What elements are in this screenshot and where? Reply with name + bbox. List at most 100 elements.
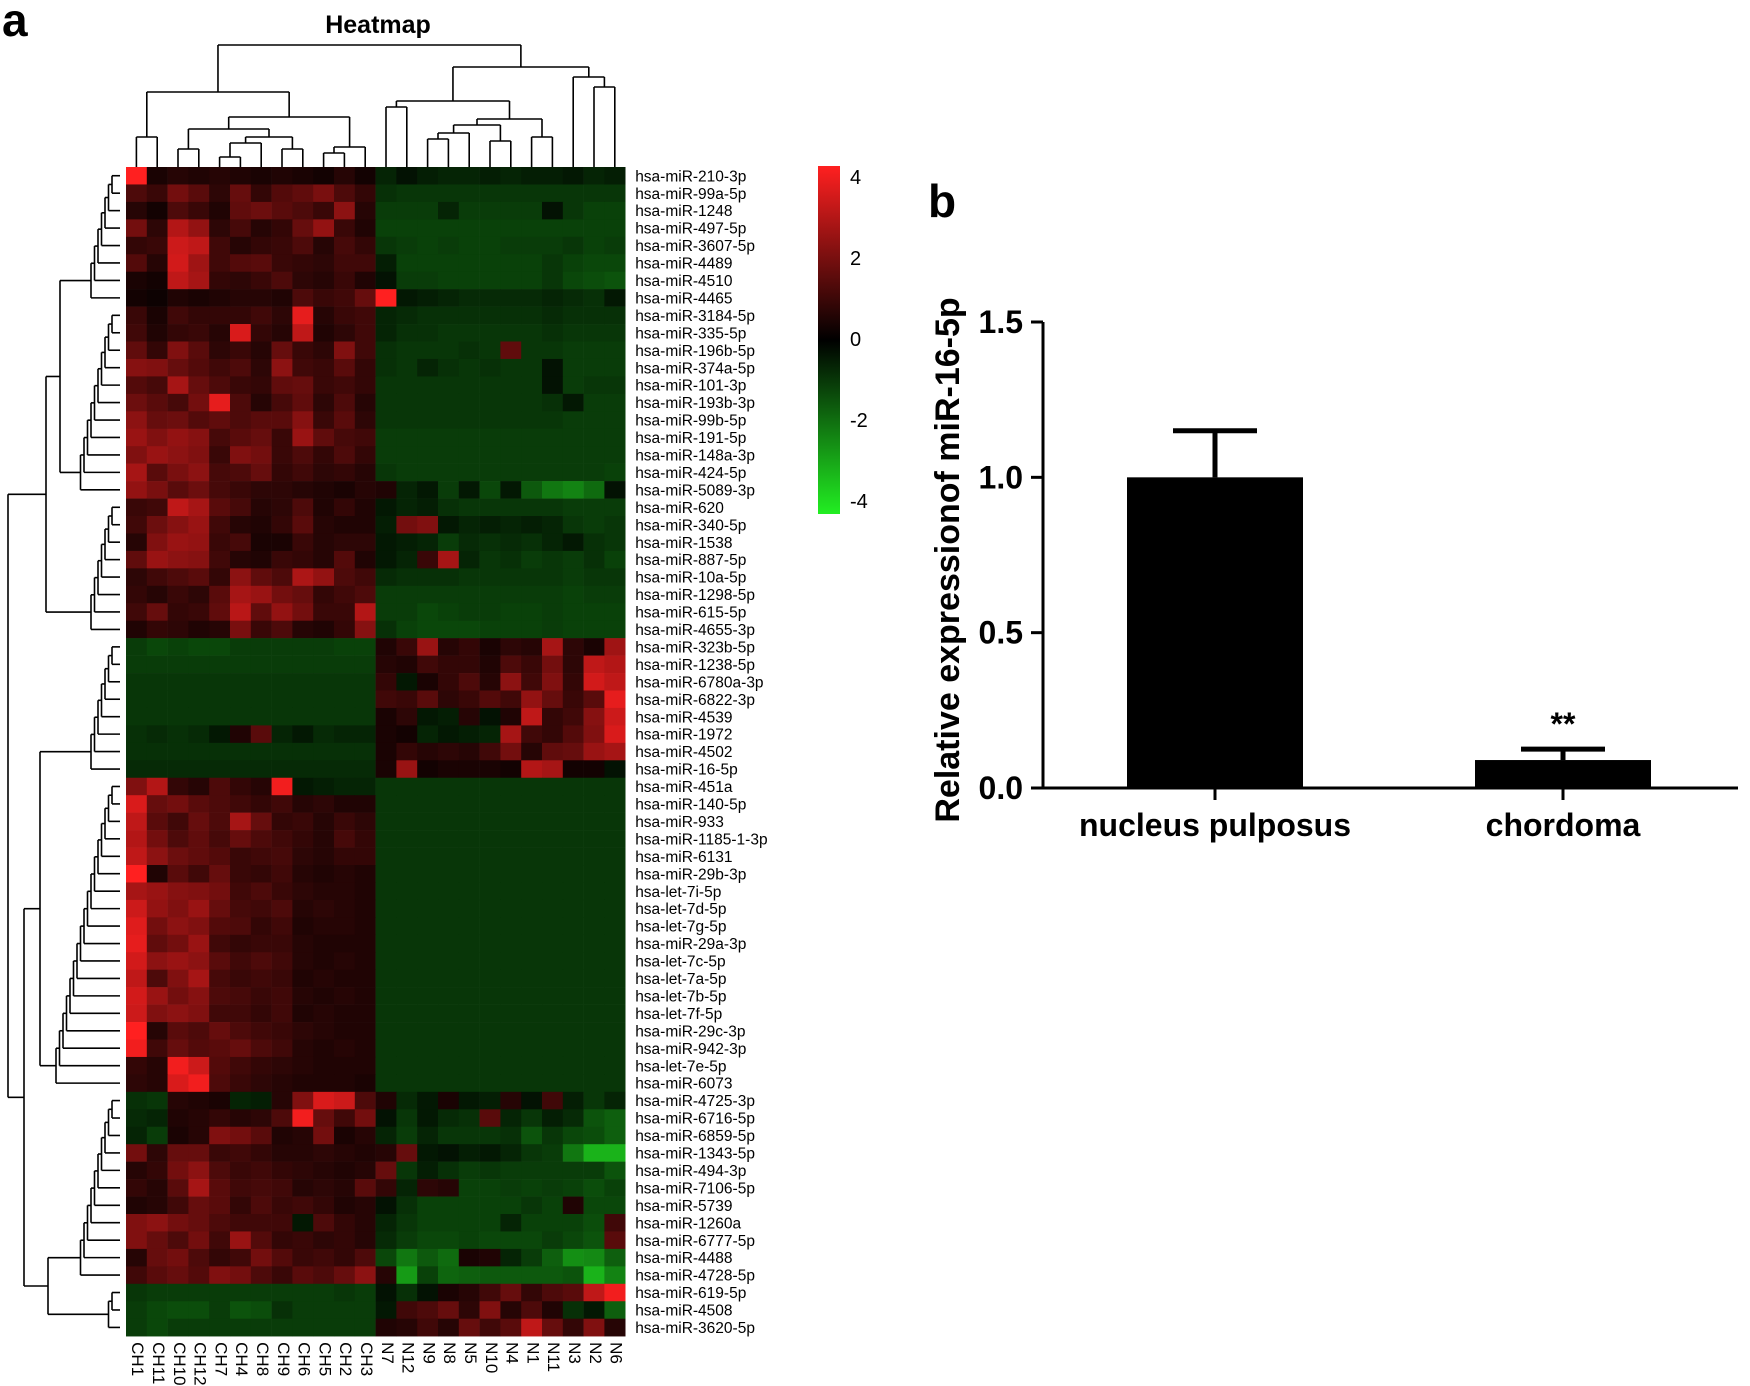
heatmap-cell — [604, 393, 626, 412]
heatmap-cell — [334, 184, 356, 203]
heatmap-cell — [146, 987, 168, 1005]
heatmap-cell — [146, 463, 168, 482]
heatmap-cell — [583, 1004, 605, 1023]
heatmap-cell — [126, 550, 148, 569]
heatmap-cell — [583, 638, 605, 656]
heatmap-cell — [313, 446, 335, 464]
heatmap-cell — [417, 1022, 439, 1040]
heatmap-cell — [334, 690, 356, 709]
heatmap-cell — [354, 289, 376, 307]
heatmap-cell — [313, 1022, 335, 1040]
heatmap-cell — [479, 1248, 501, 1267]
heatmap-cell — [250, 899, 272, 918]
heatmap-cell — [230, 585, 252, 604]
heatmap-cell — [542, 1283, 564, 1302]
heatmap-cell — [542, 1022, 564, 1040]
heatmap-cell — [146, 1022, 168, 1040]
heatmap-cell — [604, 603, 626, 621]
heatmap-cell — [167, 1109, 189, 1128]
heatmap-cell — [375, 917, 397, 936]
heatmap-cell — [271, 324, 293, 342]
heatmap-cell — [396, 376, 418, 395]
heatmap-cell — [230, 516, 252, 534]
heatmap-cell — [521, 219, 543, 238]
heatmap-cell — [209, 219, 231, 238]
heatmap-cell — [521, 830, 543, 848]
heatmap-cell — [604, 1091, 626, 1110]
heatmap-cell — [604, 673, 626, 691]
heatmap-cell — [250, 1091, 272, 1110]
column-labels: CH1 CH11 CH10 CH12 CH7 CH4 CH8 CH9 CH6 CH5 CH2 CH3 N… — [128, 1342, 625, 1385]
heatmap-cell — [146, 1301, 168, 1319]
heatmap-cell — [292, 830, 314, 848]
row-label: hsa-miR-16-5p — [635, 762, 738, 779]
heatmap-cell — [313, 1091, 335, 1110]
heatmap-cell — [583, 1248, 605, 1267]
heatmap-cell — [375, 655, 397, 674]
heatmap-cell — [209, 516, 231, 534]
heatmap-cell — [500, 498, 522, 517]
heatmap-cell — [292, 1301, 314, 1319]
heatmap-cell — [126, 376, 148, 395]
heatmap-cell — [417, 1144, 439, 1162]
heatmap-cell — [230, 533, 252, 552]
column-dendrogram — [135, 44, 616, 167]
heatmap-cell — [126, 1056, 148, 1075]
heatmap-cell — [271, 1161, 293, 1180]
heatmap-cell — [438, 655, 460, 674]
heatmap-cell — [562, 1056, 584, 1075]
heatmap-cell — [542, 882, 564, 901]
heatmap-cell — [209, 1039, 231, 1058]
heatmap-cell — [209, 1109, 231, 1128]
row-label: hsa-miR-4488 — [635, 1250, 732, 1267]
heatmap-cell — [479, 707, 501, 726]
heatmap-cell — [458, 812, 480, 831]
row-label: hsa-miR-140-5p — [635, 797, 746, 814]
heatmap-cell — [354, 358, 376, 377]
heatmap-cell — [354, 306, 376, 325]
row-label: hsa-let-7f-5p — [635, 1006, 722, 1023]
heatmap-cell — [458, 271, 480, 290]
heatmap-cell — [438, 271, 460, 290]
heatmap-cell — [604, 847, 626, 866]
heatmap-cell — [334, 987, 356, 1005]
heatmap-cell — [542, 742, 564, 761]
heatmap-cell — [479, 865, 501, 883]
heatmap-cell — [375, 254, 397, 272]
heatmap-cell — [334, 1144, 356, 1162]
heatmap-cell — [334, 969, 356, 988]
heatmap-cell — [292, 655, 314, 674]
heatmap-cell — [542, 236, 564, 255]
heatmap-cell — [479, 882, 501, 901]
heatmap-cell — [167, 568, 189, 587]
heatmap-cell — [417, 830, 439, 848]
heatmap-cell — [458, 1074, 480, 1093]
heatmap-cell — [354, 1004, 376, 1023]
heatmap-cell — [250, 585, 272, 604]
heatmap-cell — [250, 219, 272, 238]
heatmap-cell — [604, 812, 626, 831]
heatmap-cell — [354, 603, 376, 621]
heatmap-cell — [354, 1301, 376, 1319]
heatmap-cell — [562, 603, 584, 621]
heatmap-cell — [230, 1231, 252, 1250]
heatmap-cell — [375, 550, 397, 569]
heatmap-cell — [188, 1144, 210, 1162]
heatmap-cell — [250, 1022, 272, 1040]
row-label: hsa-miR-494-3p — [635, 1163, 746, 1180]
heatmap-cell — [188, 1109, 210, 1128]
heatmap-cell — [271, 655, 293, 674]
colorbar-tick-label: -2 — [850, 410, 868, 432]
heatmap-cell — [167, 271, 189, 290]
heatmap-cell — [375, 707, 397, 726]
heatmap-cell — [521, 899, 543, 918]
heatmap-cell — [250, 1248, 272, 1267]
heatmap-cell — [438, 167, 460, 185]
heatmap-cell — [604, 917, 626, 936]
column-label: CH2 — [336, 1342, 355, 1376]
heatmap-cell — [562, 481, 584, 499]
heatmap-cell — [479, 568, 501, 587]
heatmap-cell — [334, 376, 356, 395]
heatmap-cell — [313, 1126, 335, 1145]
heatmap-cell — [126, 516, 148, 534]
